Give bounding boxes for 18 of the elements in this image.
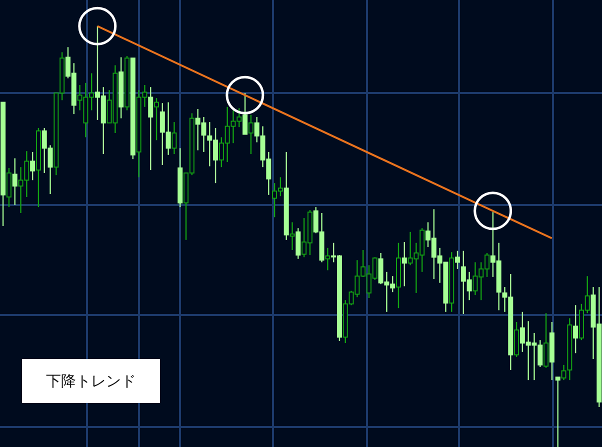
candlestick xyxy=(6,167,12,208)
candlestick xyxy=(248,114,254,155)
candlestick xyxy=(544,312,549,368)
candlestick xyxy=(242,92,248,135)
annotation: 下降トレンド xyxy=(46,372,136,390)
candlestick xyxy=(296,228,301,260)
candlestick xyxy=(573,304,578,354)
candlestick xyxy=(555,376,560,447)
candlestick xyxy=(455,250,460,270)
candlestick xyxy=(290,222,295,251)
candlestick xyxy=(30,151,36,181)
candlestick xyxy=(12,158,18,206)
candlestick xyxy=(172,121,177,155)
candlestick xyxy=(325,247,330,271)
candlestick xyxy=(148,86,154,171)
candlestick xyxy=(402,241,407,287)
candlestick xyxy=(154,97,160,141)
candlestick xyxy=(561,364,566,381)
